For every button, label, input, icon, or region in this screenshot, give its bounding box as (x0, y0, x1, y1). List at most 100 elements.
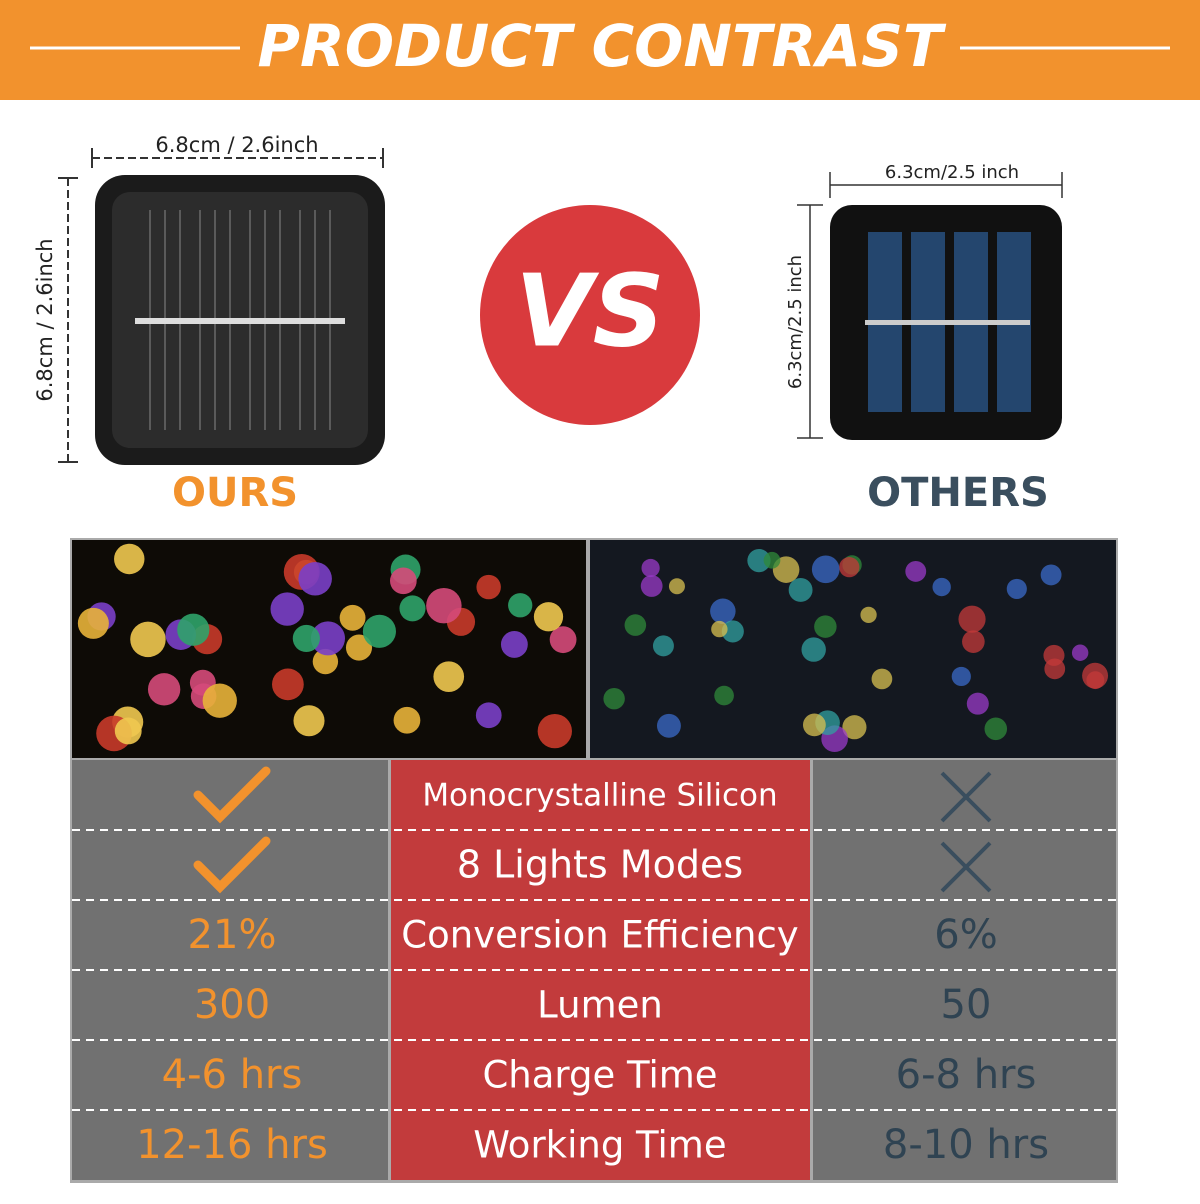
bulb (114, 717, 142, 745)
bulb (312, 648, 339, 675)
bulb (860, 606, 877, 623)
feature-text: Working Time (473, 1124, 726, 1167)
bulb (390, 567, 417, 595)
bulb (1044, 658, 1066, 680)
feature-cell (391, 1040, 810, 1110)
bulb (640, 575, 663, 597)
cross-icon (940, 841, 992, 893)
bulb (871, 668, 893, 690)
bulb (641, 558, 660, 578)
bulb (763, 551, 781, 569)
bulb (399, 595, 426, 622)
others-value: 8-10 hrs (883, 1122, 1049, 1168)
bulb (958, 605, 986, 633)
bulb (475, 702, 502, 729)
bulb (130, 621, 166, 658)
bulb (310, 621, 346, 656)
bulb (476, 574, 501, 600)
bulb (114, 543, 145, 575)
ours-value: 21% (188, 912, 277, 958)
ours-cell (72, 760, 388, 830)
bulb (298, 562, 332, 596)
feature-text: 8 Lights Modes (457, 843, 743, 887)
ours-cell (72, 900, 388, 970)
others-value: 6% (934, 912, 997, 958)
bulb (932, 577, 951, 597)
others-width-label: 6.3cm/2.5 inch (885, 162, 1019, 183)
bulb (272, 668, 304, 701)
bulb (362, 614, 396, 648)
bulb (1086, 671, 1105, 690)
feature-cell (391, 1110, 810, 1180)
others-value: 6-8 hrs (896, 1052, 1037, 1098)
bulbs (77, 543, 1109, 753)
bulb (147, 673, 181, 706)
bulb (433, 661, 465, 692)
bulb (624, 614, 647, 636)
others-cell (813, 1040, 1116, 1110)
bulb (711, 620, 728, 638)
bulb (905, 560, 927, 582)
feature-text: Monocrystalline Silicon (422, 778, 777, 814)
ours-panel (58, 148, 385, 465)
bulb (202, 683, 237, 718)
bulb (721, 620, 744, 643)
bulb (177, 613, 210, 646)
feature-cell (391, 900, 810, 970)
bulb (345, 634, 373, 661)
ours-cell (72, 970, 388, 1040)
others-cell (813, 1110, 1116, 1180)
others-cell (813, 900, 1116, 970)
header-band (0, 0, 1200, 100)
bulb (710, 598, 736, 624)
bulb (668, 578, 685, 595)
cross-icon (940, 771, 992, 823)
bulb (951, 666, 971, 687)
bulb (811, 555, 840, 584)
bulb (802, 713, 826, 737)
bulb (962, 630, 985, 654)
bulb (426, 587, 462, 624)
feature-text: Lumen (537, 984, 663, 1027)
bulb (339, 604, 366, 631)
vs-text: VS (515, 252, 664, 369)
others-height-label: 6.3cm/2.5 inch (785, 255, 806, 389)
bulb (714, 685, 734, 706)
comparison-table: Monocrystalline Silicon 8 Lights Modes Con… (72, 760, 1116, 1180)
others-value: 50 (941, 982, 992, 1028)
feature-cell (391, 830, 810, 900)
feature-text: Conversion Efficiency (401, 914, 798, 957)
bulb (966, 692, 989, 715)
bulb (984, 717, 1008, 741)
bulb (508, 593, 533, 618)
feature-text: Charge Time (482, 1054, 717, 1097)
ours-cell (72, 1110, 388, 1180)
bulb (839, 557, 860, 578)
bulb (533, 602, 564, 632)
header-title: PRODUCT CONTRAST (258, 12, 947, 80)
bulb (801, 637, 826, 662)
ours-value: 300 (194, 982, 270, 1028)
feature-cell (391, 970, 810, 1040)
bulb (1040, 564, 1062, 586)
ours-cell (72, 1040, 388, 1110)
bulb (1071, 644, 1089, 661)
bulb (293, 705, 325, 737)
bulb (537, 713, 572, 749)
ours-height-label: 6.8cm / 2.6inch (33, 238, 57, 401)
bulb (656, 713, 681, 738)
bulb (292, 624, 320, 653)
bulb (500, 631, 528, 658)
ours-cell (72, 830, 388, 900)
bulb (77, 607, 109, 639)
ours-label: OURS (172, 470, 298, 516)
check-icon (193, 766, 271, 824)
bulb (747, 549, 771, 573)
others-cell (813, 970, 1116, 1040)
bulb (814, 615, 837, 638)
check-icon (193, 836, 271, 894)
bulb (1006, 578, 1027, 599)
bulb (393, 706, 421, 734)
ours-width-label: 6.8cm / 2.6inch (155, 133, 318, 157)
